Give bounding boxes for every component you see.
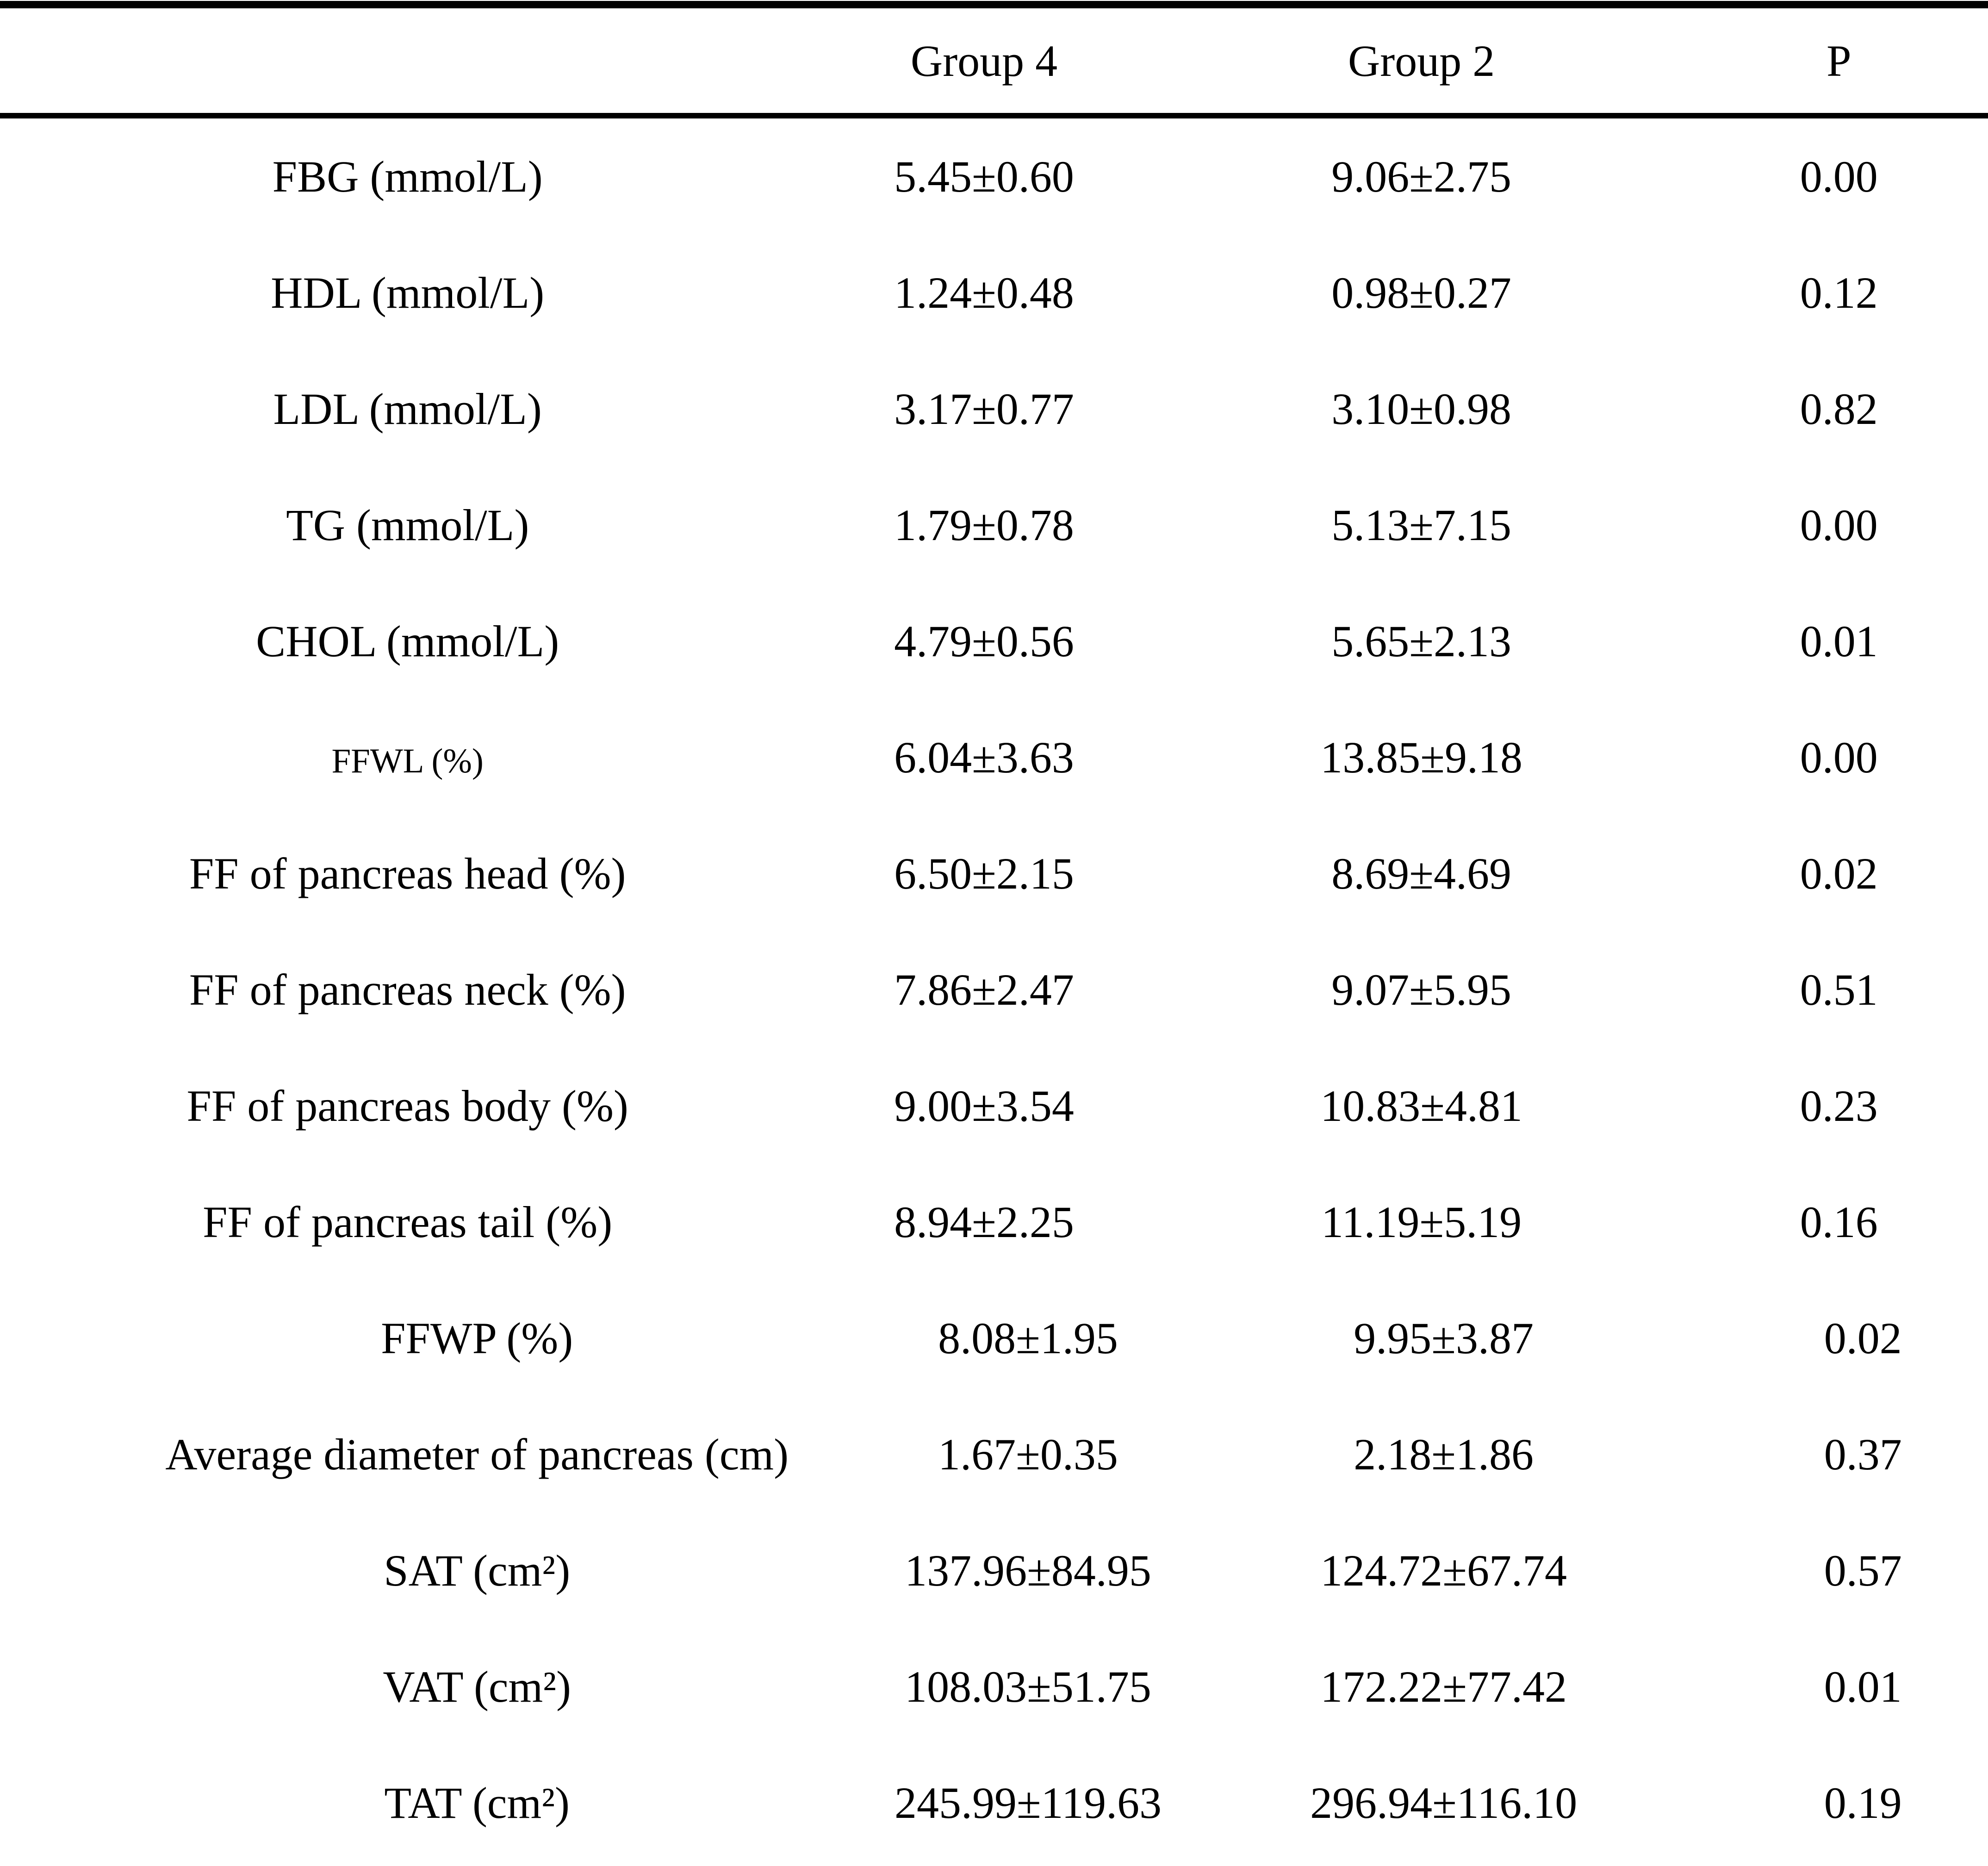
group4-value: 3.17±0.77 bbox=[894, 384, 1074, 434]
group2-value: 9.06±2.75 bbox=[1331, 152, 1511, 201]
table-row: HDL (mmol/L) 1.24±0.48 0.98±0.27 0.12 bbox=[0, 235, 1988, 351]
table-row: FF of pancreas body (%) 9.00±3.54 10.83±… bbox=[0, 1048, 1988, 1164]
table-row: TAT (cm²) 245.99±119.63 296.94±116.10 0.… bbox=[0, 1745, 1988, 1861]
p-value: 0.01 bbox=[1800, 616, 1878, 666]
header-cell-empty bbox=[0, 5, 815, 116]
table-row: Average diameter of pancreas (cm) 1.67±0… bbox=[0, 1396, 1988, 1512]
group2-value: 10.83±4.81 bbox=[1320, 1081, 1522, 1131]
p-value: 0.02 bbox=[1800, 849, 1878, 898]
group2-value: 172.22±77.42 bbox=[1320, 1662, 1567, 1711]
row-label: FBG (mmol/L) bbox=[272, 152, 543, 201]
group2-value: 0.98±0.27 bbox=[1331, 268, 1511, 317]
row-label: FF of pancreas head (%) bbox=[189, 849, 626, 898]
table-row: TG (mmol/L) 1.79±0.78 5.13±7.15 0.00 bbox=[0, 467, 1988, 583]
row-label: FF of pancreas neck (%) bbox=[189, 965, 626, 1014]
row-label: FFWP (%) bbox=[381, 1313, 573, 1363]
p-value: 0.12 bbox=[1800, 268, 1878, 317]
row-label: FFWL (%) bbox=[331, 742, 484, 780]
table-row: FBG (mmol/L) 5.45±0.60 9.06±2.75 0.00 bbox=[0, 116, 1988, 235]
header-cell-group2: Group 2 bbox=[1348, 36, 1495, 86]
row-label: TAT (cm²) bbox=[384, 1778, 570, 1828]
group2-value: 9.07±5.95 bbox=[1331, 965, 1511, 1014]
group4-value: 4.79±0.56 bbox=[894, 616, 1074, 666]
row-label: VAT (cm²) bbox=[383, 1662, 571, 1711]
group4-value: 1.67±0.35 bbox=[938, 1430, 1118, 1479]
row-label: LDL (mmol/L) bbox=[273, 384, 542, 434]
row-label: Average diameter of pancreas (cm) bbox=[165, 1430, 789, 1479]
group2-value: 296.94±116.10 bbox=[1310, 1778, 1578, 1828]
header-cell-p: P bbox=[1826, 36, 1851, 86]
row-label: TG (mmol/L) bbox=[286, 500, 529, 550]
p-value: 0.23 bbox=[1800, 1081, 1878, 1131]
group4-value: 245.99±119.63 bbox=[894, 1778, 1162, 1828]
group2-value: 13.85±9.18 bbox=[1320, 733, 1522, 782]
row-label: FF of pancreas tail (%) bbox=[203, 1197, 613, 1247]
group4-value: 9.00±3.54 bbox=[894, 1081, 1074, 1131]
p-value: 0.51 bbox=[1800, 965, 1878, 1014]
group4-value: 6.50±2.15 bbox=[894, 849, 1074, 898]
p-value: 0.19 bbox=[1824, 1778, 1902, 1828]
p-value: 0.01 bbox=[1824, 1662, 1902, 1711]
table-row: FFWL (%) 6.04±3.63 13.85±9.18 0.00 bbox=[0, 699, 1988, 815]
group4-value: 6.04±3.63 bbox=[894, 733, 1074, 782]
table-row: SAT (cm²) 137.96±84.95 124.72±67.74 0.57 bbox=[0, 1512, 1988, 1629]
group2-value: 11.19±5.19 bbox=[1321, 1197, 1522, 1247]
table-row: FF of pancreas head (%) 6.50±2.15 8.69±4… bbox=[0, 815, 1988, 932]
row-label: SAT (cm²) bbox=[384, 1546, 571, 1595]
group2-value: 8.69±4.69 bbox=[1331, 849, 1511, 898]
group2-value: 2.18±1.86 bbox=[1354, 1430, 1534, 1479]
table-row: FF of pancreas neck (%) 7.86±2.47 9.07±5… bbox=[0, 932, 1988, 1048]
header-cell-group4: Group 4 bbox=[910, 36, 1058, 86]
header-row: Group 4 Group 2 P bbox=[0, 5, 1988, 116]
table-row: LDL (mmol/L) 3.17±0.77 3.10±0.98 0.82 bbox=[0, 351, 1988, 467]
group4-value: 8.94±2.25 bbox=[894, 1197, 1074, 1247]
p-value: 0.02 bbox=[1824, 1313, 1902, 1363]
p-value: 0.00 bbox=[1800, 152, 1878, 201]
p-value: 0.57 bbox=[1824, 1546, 1902, 1595]
group2-value: 5.13±7.15 bbox=[1331, 500, 1511, 550]
group2-value: 5.65±2.13 bbox=[1331, 616, 1511, 666]
group2-value: 124.72±67.74 bbox=[1320, 1546, 1567, 1595]
p-value: 0.00 bbox=[1800, 733, 1878, 782]
group4-value: 1.79±0.78 bbox=[894, 500, 1074, 550]
group4-value: 8.08±1.95 bbox=[938, 1313, 1118, 1363]
table-row: CHOL (mmol/L) 4.79±0.56 5.65±2.13 0.01 bbox=[0, 583, 1988, 699]
group4-value: 5.45±0.60 bbox=[894, 152, 1074, 201]
p-value: 0.00 bbox=[1800, 500, 1878, 550]
table-row: VAT (cm²) 108.03±51.75 172.22±77.42 0.01 bbox=[0, 1629, 1988, 1745]
group4-value: 108.03±51.75 bbox=[905, 1662, 1151, 1711]
table-row: FFWP (%) 8.08±1.95 9.95±3.87 0.02 bbox=[0, 1280, 1988, 1396]
row-label: HDL (mmol/L) bbox=[271, 268, 545, 317]
group4-value: 137.96±84.95 bbox=[905, 1546, 1151, 1595]
row-label: CHOL (mmol/L) bbox=[256, 616, 559, 666]
row-label: FF of pancreas body (%) bbox=[186, 1081, 628, 1131]
group4-value: 7.86±2.47 bbox=[894, 965, 1074, 1014]
group2-value: 9.95±3.87 bbox=[1354, 1313, 1534, 1363]
p-value: 0.82 bbox=[1800, 384, 1878, 434]
group4-value: 1.24±0.48 bbox=[894, 268, 1074, 317]
p-value: 0.16 bbox=[1800, 1197, 1878, 1247]
table-body: FBG (mmol/L) 5.45±0.60 9.06±2.75 0.00 HD… bbox=[0, 116, 1988, 1861]
group2-value: 3.10±0.98 bbox=[1331, 384, 1511, 434]
table-header: Group 4 Group 2 P bbox=[0, 5, 1988, 116]
p-value: 0.37 bbox=[1824, 1430, 1902, 1479]
table-row: FF of pancreas tail (%) 8.94±2.25 11.19±… bbox=[0, 1164, 1988, 1280]
